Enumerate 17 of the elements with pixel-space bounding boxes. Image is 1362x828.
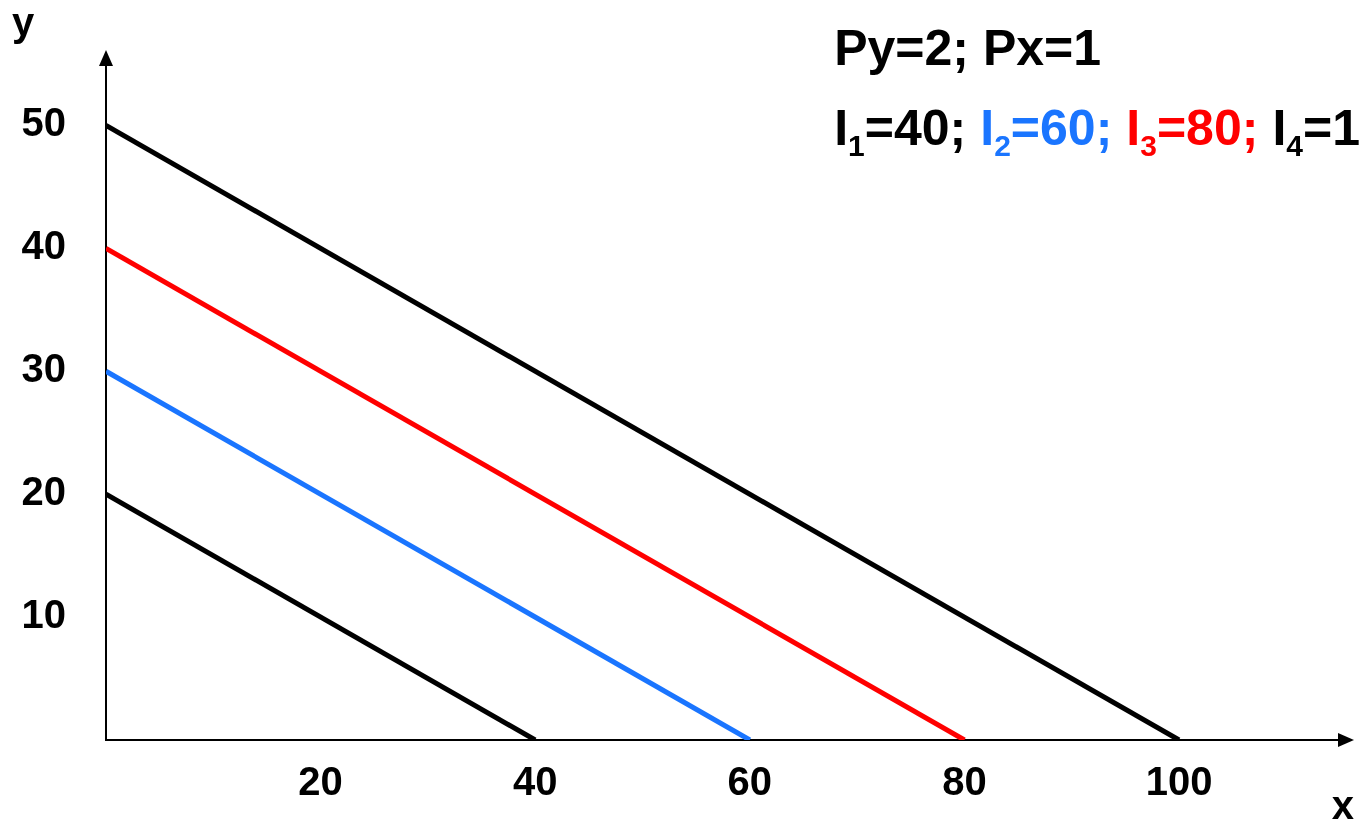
x-tick-label: 20 xyxy=(298,759,343,804)
y-tick-label: 30 xyxy=(21,346,66,391)
x-tick-label: 40 xyxy=(512,759,558,804)
text: I$_{2}$=60; xyxy=(980,100,1113,162)
x-tick-label: 80 xyxy=(942,759,987,804)
y-tick-label: 20 xyxy=(21,469,66,514)
y-tick-label: 10 xyxy=(21,592,66,637)
x-axis-title: x xyxy=(1331,783,1354,828)
chart-title: Py=2; Px=1 xyxy=(834,19,1103,78)
x-tick-label: 100 xyxy=(1145,759,1213,804)
x-tick-label: 60 xyxy=(727,759,773,804)
text: I$_{3}$=80; xyxy=(1126,100,1259,162)
y-axis-title: y xyxy=(12,0,35,45)
y-tick-label: 50 xyxy=(21,100,66,145)
y-tick-label: 40 xyxy=(21,223,66,268)
text: I$_{4}$=1 xyxy=(1272,100,1360,162)
text: I$_{1}$=40; xyxy=(834,100,967,162)
